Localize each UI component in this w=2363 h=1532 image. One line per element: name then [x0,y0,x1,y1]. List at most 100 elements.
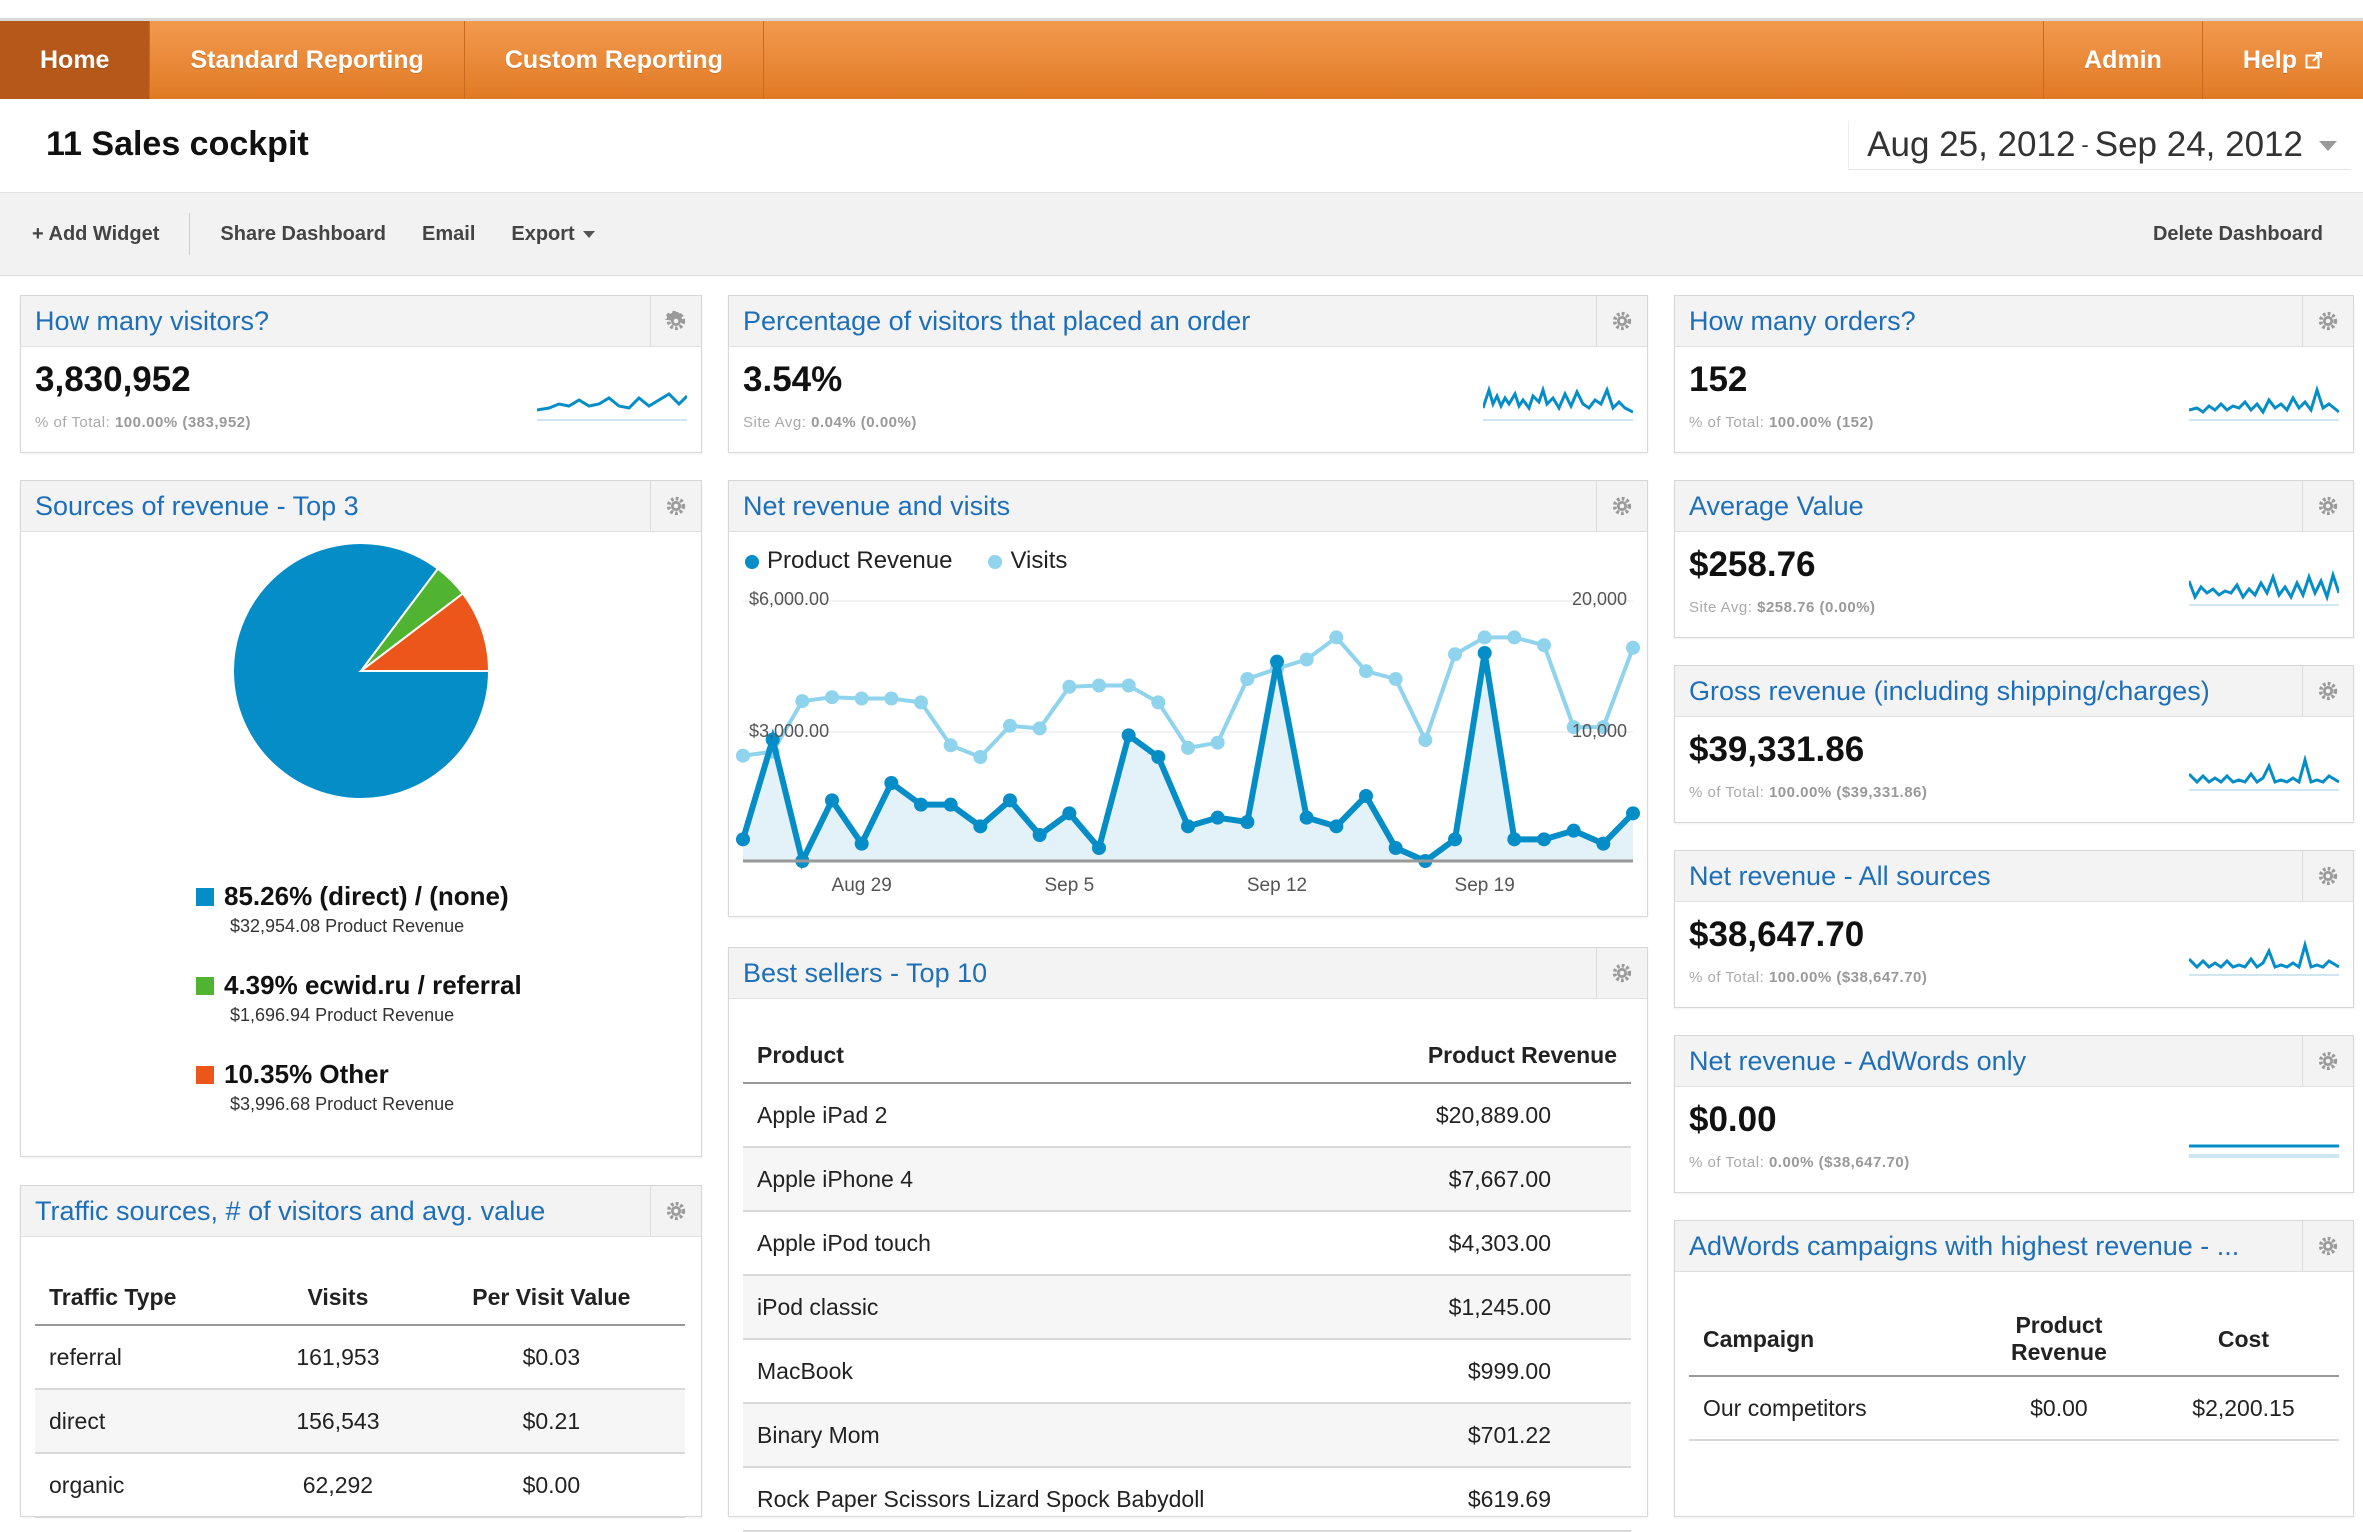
data-point-visits[interactable] [1477,630,1492,645]
data-point-visits[interactable] [1329,630,1344,645]
data-point-visits[interactable] [1626,640,1640,655]
data-point-visits[interactable] [1032,721,1047,736]
table-row[interactable]: organic 62,292 $0.00 [35,1453,685,1518]
data-point-visits[interactable] [1418,733,1433,748]
widget-title[interactable]: Average Value [1689,490,1864,521]
data-point-visits[interactable] [1210,735,1225,750]
data-point-revenue[interactable] [1181,819,1195,834]
gear-icon[interactable] [650,1186,701,1236]
gear-icon[interactable] [650,481,701,531]
widget-title[interactable]: AdWords campaigns with highest revenue -… [1689,1230,2240,1261]
gear-icon[interactable] [1596,296,1647,346]
gear-icon[interactable] [2302,1221,2353,1271]
table-row[interactable]: Apple iPod touch $4,303.00 [743,1211,1631,1276]
data-point-revenue[interactable] [973,819,988,834]
data-point-visits[interactable] [825,690,839,705]
data-point-visits[interactable] [736,748,750,763]
gear-icon[interactable] [650,296,701,346]
data-point-revenue[interactable] [1062,806,1077,821]
data-point-revenue[interactable] [825,793,839,808]
table-row[interactable]: referral 161,953 $0.03 [35,1325,685,1390]
widget-title[interactable]: Gross revenue (including shipping/charge… [1689,675,2210,706]
table-row[interactable]: Binary Mom $701.22 [743,1403,1631,1468]
data-point-visits[interactable] [1537,638,1551,653]
data-point-revenue[interactable] [1448,832,1462,847]
column-header[interactable]: Product Revenue [1969,1303,2148,1377]
data-point-revenue[interactable] [1121,728,1136,743]
data-point-visits[interactable] [795,694,810,709]
data-point-revenue[interactable] [1359,789,1373,803]
data-point-visits[interactable] [884,691,899,706]
widget-title[interactable]: Net revenue and visits [743,490,1011,521]
data-point-visits[interactable] [1003,718,1017,733]
nav-standard-reporting[interactable]: Standard Reporting [150,21,465,99]
data-point-revenue[interactable] [736,832,750,847]
nav-custom-reporting[interactable]: Custom Reporting [465,21,764,99]
column-header[interactable]: Product Revenue [1352,1028,1631,1084]
delete-dashboard-button[interactable]: Delete Dashboard [2152,222,2323,245]
table-row[interactable]: MacBook $999.00 [743,1339,1631,1404]
data-point-revenue[interactable] [1507,832,1522,847]
data-point-revenue[interactable] [1596,836,1611,851]
data-point-revenue[interactable] [854,836,869,851]
data-point-visits[interactable] [973,750,988,764]
data-point-visits[interactable] [854,691,869,706]
table-row[interactable]: Apple iPad 2 $20,889.00 [743,1083,1631,1148]
data-point-revenue[interactable] [1477,646,1492,660]
widget-title[interactable]: How many visitors? [35,305,270,336]
share-dashboard-button[interactable]: Share Dashboard [220,222,387,245]
data-point-revenue[interactable] [1151,750,1166,764]
add-widget-button[interactable]: + Add Widget [32,222,160,245]
data-point-revenue[interactable] [765,732,780,747]
data-point-visits[interactable] [1062,679,1077,694]
data-point-revenue[interactable] [1329,819,1344,834]
date-range-picker[interactable]: Aug 25, 2012 - Sep 24, 2012 [1848,121,2351,170]
table-row[interactable]: Apple iPhone 4 $7,667.00 [743,1147,1631,1212]
data-point-revenue[interactable] [914,797,928,812]
data-point-visits[interactable] [1566,720,1581,735]
data-point-visits[interactable] [1181,740,1195,755]
email-button[interactable]: Email [422,222,476,245]
data-point-revenue[interactable] [1210,810,1225,825]
table-row[interactable]: Rock Paper Scissors Lizard Spock Babydol… [743,1467,1631,1532]
gear-icon[interactable] [2302,666,2353,716]
legend-item-revenue[interactable]: Product Revenue [745,547,952,575]
column-header[interactable]: Visits [258,1270,418,1326]
data-point-visits[interactable] [1507,630,1522,645]
data-point-revenue[interactable] [1032,828,1047,842]
gear-icon[interactable] [1596,481,1647,531]
data-point-revenue[interactable] [943,797,958,812]
widget-title[interactable]: How many orders? [1689,305,1916,336]
data-point-visits[interactable] [1299,652,1314,667]
widget-title[interactable]: Percentage of visitors that placed an or… [743,305,1251,336]
widget-title[interactable]: Sources of revenue - Top 3 [35,490,359,521]
column-header[interactable]: Per Visit Value [417,1270,685,1326]
table-row[interactable]: Our competitors $0.00 $2,200.15 [1689,1376,2339,1441]
data-point-visits[interactable] [943,738,958,753]
nav-home[interactable]: Home [0,21,151,99]
data-point-visits[interactable] [1448,647,1462,662]
data-point-visits[interactable] [1092,678,1106,693]
data-point-revenue[interactable] [1240,815,1255,829]
widget-title[interactable]: Net revenue - All sources [1689,860,1991,891]
column-header[interactable]: Traffic Type [35,1270,259,1326]
widget-title[interactable]: Net revenue - AdWords only [1689,1045,2027,1076]
pie-slice[interactable] [358,592,491,672]
widget-title[interactable]: Traffic sources, # of visitors and avg. … [35,1195,546,1226]
data-point-revenue[interactable] [1270,654,1284,669]
gear-icon[interactable] [2302,296,2353,346]
nav-admin[interactable]: Admin [2044,21,2203,99]
data-point-revenue[interactable] [1566,823,1581,838]
data-point-visits[interactable] [1388,672,1403,686]
gear-icon[interactable] [2302,481,2353,531]
data-point-revenue[interactable] [1003,793,1017,808]
data-point-visits[interactable] [1240,672,1255,686]
gear-icon[interactable] [2302,851,2353,901]
nav-help[interactable]: Help [2203,21,2363,99]
gear-icon[interactable] [1596,948,1647,998]
data-point-revenue[interactable] [1299,810,1314,825]
data-point-visits[interactable] [1596,720,1611,735]
data-point-revenue[interactable] [884,776,899,790]
widget-title[interactable]: Best sellers - Top 10 [743,957,988,988]
data-point-revenue[interactable] [1388,841,1403,855]
